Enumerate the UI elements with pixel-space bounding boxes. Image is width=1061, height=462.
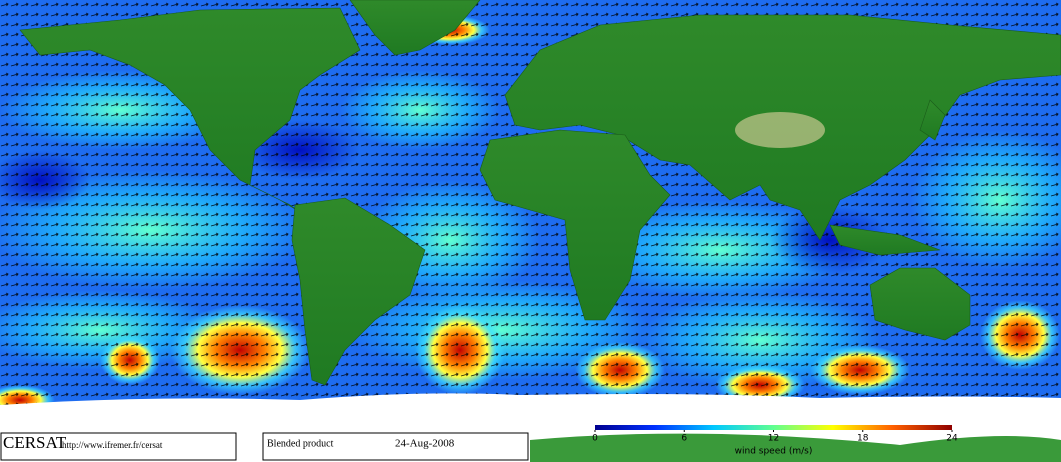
date: 24-Aug-2008 — [395, 438, 455, 450]
colorbar-tick-label: 0 — [592, 434, 598, 444]
logo-box — [0, 432, 237, 461]
product: Blended product — [267, 438, 334, 449]
colorbar-ramp — [595, 425, 952, 430]
antarctica — [0, 393, 1061, 425]
antarctic-land — [530, 433, 1061, 462]
logo: CERSAT — [3, 433, 67, 452]
product-box — [262, 432, 529, 461]
colorbar-tick-label: 24 — [946, 434, 958, 444]
colorbar: 0 6 12 18 24 wind speed (m/s) — [592, 425, 958, 457]
colorbar-tick-label: 12 — [768, 434, 779, 444]
colorbar-tick-label: 18 — [857, 434, 869, 444]
colorbar-label: wind speed (m/s) — [735, 447, 813, 457]
url: http://www.ifremer.fr/cersat — [62, 440, 163, 450]
plateau — [735, 112, 825, 148]
colorbar-tick-label: 6 — [681, 434, 687, 444]
